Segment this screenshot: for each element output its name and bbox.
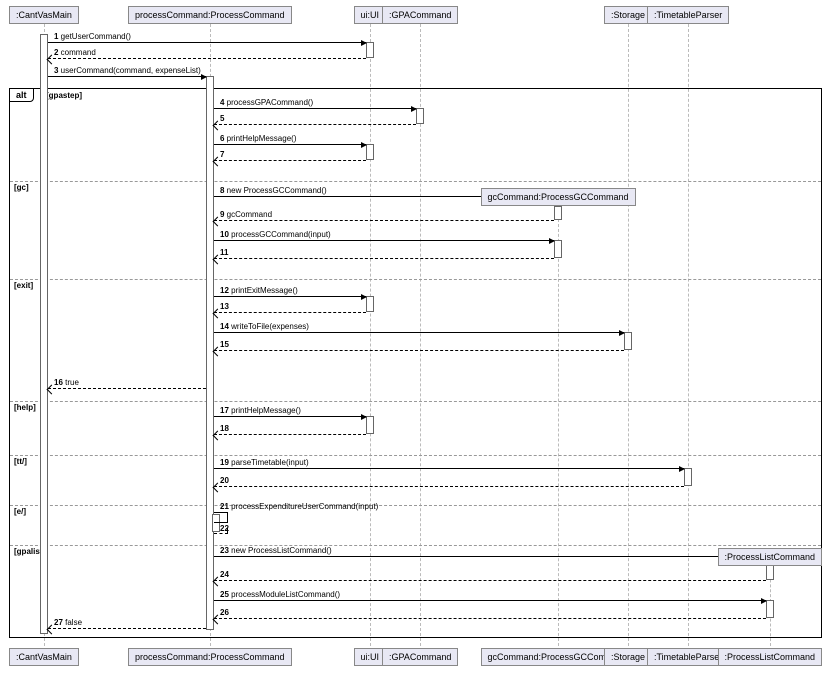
alt-divider (10, 545, 821, 546)
participant-gc: gcCommand:ProcessGCCommand (481, 188, 636, 206)
message-label-21: 21 processExpenditureUserCommand(input) (220, 502, 378, 511)
message-label-19: 19 parseTimetable(input) (220, 458, 309, 467)
message-23 (214, 556, 730, 557)
alt-guard: [gc] (14, 183, 29, 192)
activation-ui (366, 296, 374, 312)
alt-label: alt (9, 88, 34, 102)
activation-gc (554, 206, 562, 220)
message-label-23: 23 new ProcessListCommand() (220, 546, 332, 555)
message-26 (214, 618, 766, 619)
message-15 (214, 350, 624, 351)
message-label-2: 2 command (54, 48, 96, 57)
activation-ui (366, 144, 374, 160)
message-label-3: 3 userCommand(command, expenseList) (54, 66, 201, 75)
message-label-4: 4 processGPACommand() (220, 98, 313, 107)
alt-guard: [help] (14, 403, 36, 412)
message-16 (48, 388, 206, 389)
message-label-14: 14 writeToFile(expenses) (220, 322, 309, 331)
message-label-15: 15 (220, 340, 229, 349)
message-label-8: 8 new ProcessGCCommand() (220, 186, 327, 195)
message-27 (48, 628, 206, 629)
message-11 (214, 258, 554, 259)
participant-bottom-cvm: :CantVasMain (9, 648, 79, 666)
message-5 (214, 124, 416, 125)
message-19 (214, 468, 684, 469)
message-13 (214, 312, 366, 313)
activation-st (624, 332, 632, 350)
message-label-10: 10 processGCCommand(input) (220, 230, 331, 239)
message-label-7: 7 (220, 150, 224, 159)
activation-ui (366, 42, 374, 58)
activation-gpa (416, 108, 424, 124)
message-21 (214, 512, 228, 522)
message-label-9: 9 gcCommand (220, 210, 272, 219)
message-label-5: 5 (220, 114, 224, 123)
message-10 (214, 240, 554, 241)
message-label-27: 27 false (54, 618, 82, 627)
message-label-17: 17 printHelpMessage() (220, 406, 301, 415)
message-14 (214, 332, 624, 333)
alt-guard: [e/] (14, 507, 26, 516)
message-label-22: 22 (220, 524, 229, 533)
alt-guard: [gpastep] (46, 91, 82, 100)
message-label-16: 16 true (54, 378, 79, 387)
activation-cvm (40, 34, 48, 634)
message-20 (214, 486, 684, 487)
participant-bottom-gpa: :GPACommand (382, 648, 458, 666)
message-1 (48, 42, 366, 43)
message-label-6: 6 printHelpMessage() (220, 134, 296, 143)
message-17 (214, 416, 366, 417)
message-label-25: 25 processModuleListCommand() (220, 590, 340, 599)
message-6 (214, 144, 366, 145)
message-label-12: 12 printExitMessage() (220, 286, 298, 295)
activation-plc (766, 564, 774, 580)
message-label-20: 20 (220, 476, 229, 485)
participant-cvm: :CantVasMain (9, 6, 79, 24)
message-3 (48, 76, 206, 77)
message-label-11: 11 (220, 248, 228, 257)
message-label-13: 13 (220, 302, 229, 311)
message-7 (214, 160, 366, 161)
activation-gc (554, 240, 562, 258)
message-label-1: 1 getUserCommand() (54, 32, 131, 41)
participant-bottom-plc: :ProcessListCommand (718, 648, 823, 666)
alt-guard: [tt/] (14, 457, 27, 466)
alt-divider (10, 181, 821, 182)
message-2 (48, 58, 366, 59)
alt-guard: [exit] (14, 281, 33, 290)
activation-tp (684, 468, 692, 486)
activation-ui (366, 416, 374, 434)
message-8 (214, 196, 518, 197)
participant-tp: :TimetableParser (647, 6, 729, 24)
message-18 (214, 434, 366, 435)
alt-divider (10, 279, 821, 280)
alt-divider (10, 401, 821, 402)
message-12 (214, 296, 366, 297)
alt-divider (10, 455, 821, 456)
message-label-24: 24 (220, 570, 229, 579)
participant-plc: :ProcessListCommand (718, 548, 823, 566)
participant-pc: processCommand:ProcessCommand (128, 6, 292, 24)
message-label-26: 26 (220, 608, 229, 617)
message-25 (214, 600, 766, 601)
message-label-18: 18 (220, 424, 229, 433)
message-9 (214, 220, 554, 221)
participant-st: :Storage (604, 6, 652, 24)
message-24 (214, 580, 766, 581)
message-4 (214, 108, 416, 109)
activation-plc (766, 600, 774, 618)
activation-pc (206, 76, 214, 630)
participant-gpa: :GPACommand (382, 6, 458, 24)
participant-bottom-st: :Storage (604, 648, 652, 666)
alt-divider (10, 505, 821, 506)
participant-bottom-pc: processCommand:ProcessCommand (128, 648, 292, 666)
